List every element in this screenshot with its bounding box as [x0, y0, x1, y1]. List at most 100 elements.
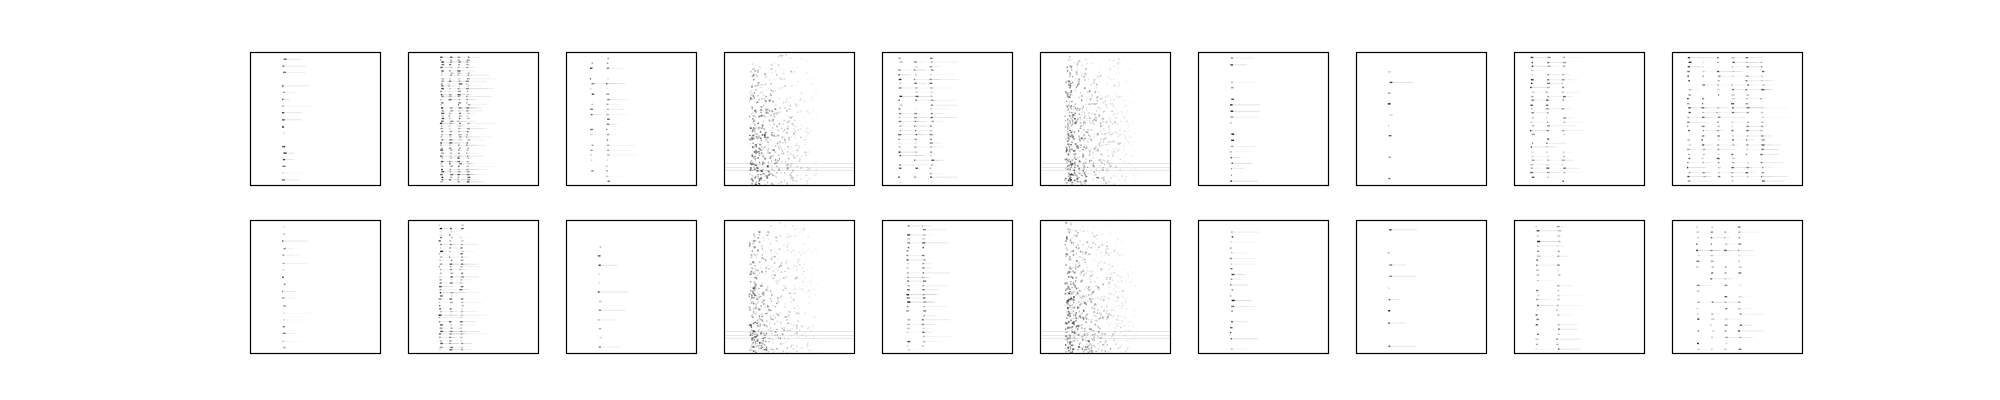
heatmap-cell: [1065, 221, 1068, 224]
heatmap-cell: [788, 108, 791, 111]
heatmap-cell: [1546, 129, 1550, 132]
heatmap-cell: [1108, 285, 1111, 287]
heatmap-cell: [1724, 231, 1727, 233]
heatmap-cell: [1092, 291, 1095, 294]
heatmap-cell: [925, 341, 942, 343]
heatmap-cell: [440, 181, 443, 183]
heatmap-cell: [757, 166, 759, 169]
heatmap-cell: [907, 246, 910, 249]
heatmap-cell: [768, 308, 771, 311]
heatmap-cell: [750, 348, 752, 350]
heatmap-cell: [450, 169, 479, 170]
heatmap-cell: [1120, 111, 1122, 113]
heatmap-cell: [461, 301, 464, 304]
heatmap-cell: [791, 123, 794, 125]
heatmap-cell: [1116, 166, 1118, 168]
heatmap-cell: [761, 247, 763, 250]
heatmap-cell: [1734, 89, 1748, 91]
heatmap-cell: [766, 346, 768, 349]
heatmap-cell: [1068, 96, 1071, 98]
heatmap-cell: [1080, 327, 1083, 329]
heatmap-cell: [1703, 162, 1714, 163]
heatmap-cell: [770, 318, 772, 320]
heatmap-cell: [907, 272, 909, 274]
heatmap-cell: [1127, 330, 1130, 332]
heatmap-cell: [1387, 124, 1390, 127]
heatmap-cell: [1546, 176, 1549, 178]
heatmap-cell: [1711, 318, 1715, 320]
heatmap-cell: [922, 345, 924, 347]
heatmap-cell: [1106, 343, 1108, 346]
heatmap-cell: [1069, 335, 1071, 338]
heatmap-cell: [1081, 279, 1083, 282]
heatmap-cell: [1095, 304, 1098, 306]
heatmap-cell: [1546, 146, 1548, 148]
heatmap-cell: [769, 225, 772, 228]
heatmap-cell: [1100, 130, 1102, 132]
heatmap-cell: [1559, 255, 1569, 257]
heatmap-cell: [439, 231, 442, 233]
heatmap-cell: [284, 179, 300, 181]
heatmap-cell: [762, 249, 764, 252]
heatmap-cell: [1069, 256, 1071, 258]
heatmap-cell: [1100, 138, 1102, 140]
heatmap-cell: [1110, 272, 1113, 275]
heatmap-cell: [1748, 130, 1762, 131]
heatmap-cell: [752, 310, 755, 313]
heatmap-cell: [1104, 346, 1106, 348]
heatmap-cell: [761, 91, 763, 93]
heatmap-cell: [449, 247, 451, 249]
heatmap-cell: [1136, 78, 1137, 79]
heatmap-cell: [754, 271, 757, 273]
heatmap-cell: [1083, 75, 1086, 77]
heatmap-cell: [780, 78, 783, 80]
heatmap-cell: [1087, 346, 1089, 348]
heatmap-cell: [450, 327, 453, 329]
heatmap-cell: [1557, 333, 1560, 336]
heatmap-cell: [1068, 271, 1071, 273]
heatmap-cell: [1136, 351, 1138, 352]
heatmap-cell: [1388, 287, 1390, 289]
heatmap-cell: [1080, 114, 1083, 116]
heatmap-cell: [1090, 293, 1092, 296]
heatmap-cell: [1079, 116, 1081, 119]
heatmap-cell: [1069, 283, 1072, 286]
heatmap-cell: [797, 129, 800, 132]
heatmap-cell: [441, 112, 445, 115]
heatmap-cell: [752, 337, 755, 339]
heatmap-cell: [1734, 112, 1750, 113]
panel-frame: [565, 219, 698, 355]
heatmap-cell: [751, 332, 754, 335]
heatmap-cell: [1099, 327, 1101, 330]
heatmap-cell: [1067, 271, 1069, 274]
heatmap-cell: [1073, 163, 1076, 165]
heatmap-cell: [1231, 338, 1259, 340]
heatmap-cell: [451, 99, 460, 101]
heatmap-cell: [467, 85, 469, 87]
heatmap-cell: [449, 179, 451, 181]
heatmap-cell: [768, 329, 770, 331]
heatmap-cell: [789, 351, 791, 353]
heatmap-cell: [1092, 103, 1094, 105]
heatmap-cell: [790, 146, 792, 148]
heatmap-cell: [752, 118, 754, 120]
heatmap-cell: [796, 84, 798, 86]
heatmap-cell: [787, 267, 790, 269]
heatmap-cell: [934, 159, 945, 161]
heatmap-cell: [755, 283, 757, 286]
heatmap-cell: [898, 69, 901, 71]
heatmap-cell: [758, 308, 761, 311]
heatmap-cell: [790, 177, 793, 180]
heatmap-cell: [1740, 255, 1758, 256]
heatmap-cell: [751, 107, 753, 110]
heatmap-cell: [810, 129, 812, 132]
heatmap-cell: [458, 95, 460, 98]
heatmap-cell: [804, 86, 805, 88]
heatmap-cell: [1092, 151, 1094, 154]
heatmap-cell: [1108, 59, 1111, 61]
heatmap-cell: [761, 319, 764, 321]
heatmap-cell: [1085, 175, 1088, 178]
heatmap-cell: [1711, 266, 1715, 268]
heatmap-cell: [789, 242, 792, 245]
